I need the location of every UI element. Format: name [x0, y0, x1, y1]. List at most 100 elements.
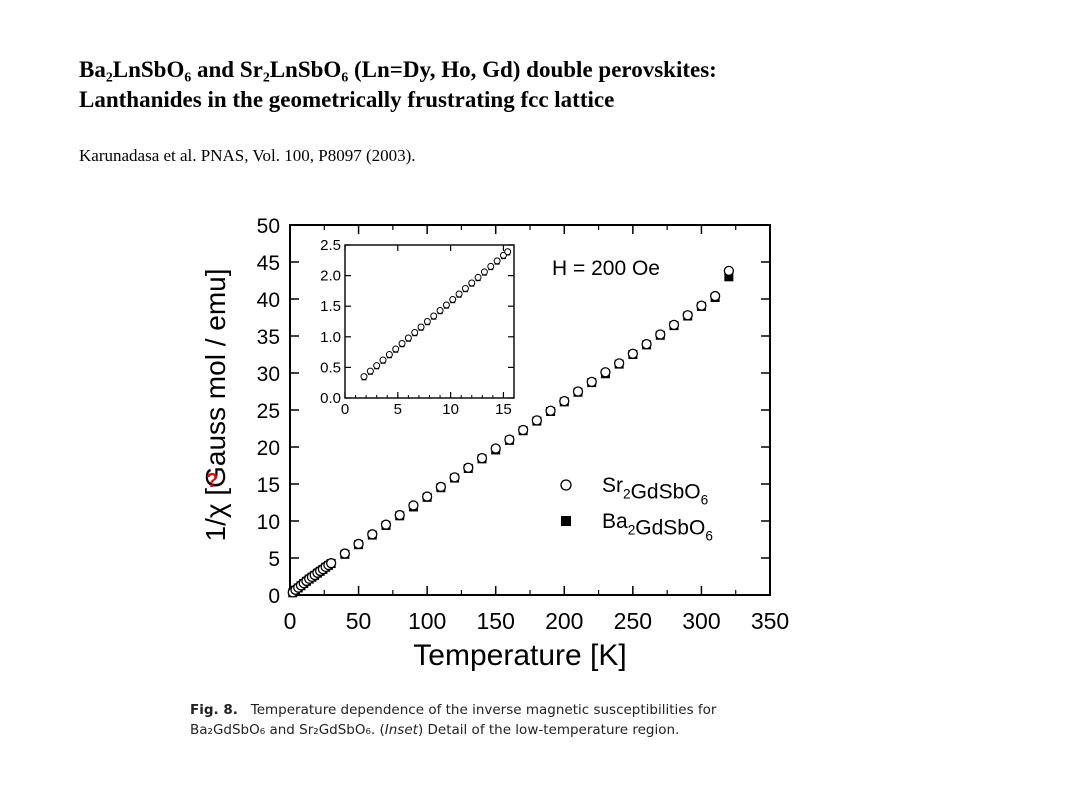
citation: Karunadasa et al. PNAS, Vol. 100, P8097 … [79, 146, 416, 165]
y-tick-label: 50 [257, 215, 280, 238]
inset-sr-data-point [487, 262, 495, 270]
inset-sr-data-point [430, 312, 438, 320]
inset-sr-data-point [379, 356, 387, 364]
inset-sr-data-point [442, 301, 450, 309]
sr-data-point [435, 481, 447, 493]
sr-data-point [696, 300, 707, 311]
inset-x-tick-label: 10 [442, 401, 459, 418]
sr-data-point [709, 290, 721, 302]
sr-data-point [394, 509, 405, 521]
legend-label-ba: Ba2GdSbO6 [602, 510, 713, 544]
y-tick-label: 0 [268, 585, 280, 608]
inset-sr-data-point [404, 334, 412, 342]
inset-y-tick-label: 2.0 [320, 268, 341, 285]
figure-caption: Fig. 8. Temperature dependence of the in… [190, 700, 830, 740]
legend-marker-ba [561, 516, 571, 526]
ba-data-point [724, 272, 734, 282]
sr-data-point [723, 265, 735, 277]
sr-data-point [545, 405, 556, 416]
y-tick-label: 10 [257, 511, 280, 534]
sr-data-point [682, 310, 693, 321]
sr-data-point [421, 491, 433, 502]
sr-data-point [559, 395, 570, 407]
inset-sr-data-point [360, 373, 368, 381]
x-tick-label: 150 [477, 608, 515, 634]
y-tick-label: 35 [257, 326, 280, 349]
inset-sr-data-point [392, 345, 400, 353]
inset-sr-data-point [504, 248, 512, 256]
inset-sr-data-point [493, 257, 501, 265]
inset-sr-data-point [449, 295, 457, 303]
x-tick-label: 0 [284, 608, 297, 634]
sr-data-point [367, 529, 378, 540]
legend-label-sr: Sr2GdSbO6 [602, 474, 708, 508]
caption-inset-rest: ) Detail of the low-temperature region. [417, 722, 680, 738]
inset-y-tick-label: 0.5 [320, 359, 341, 376]
inset-x-tick-label: 0 [341, 401, 349, 418]
sr-data-point [641, 338, 652, 350]
sr-data-point [449, 472, 460, 483]
inset-sr-data-point [411, 329, 419, 337]
caption-and: and [269, 722, 295, 738]
inset-sr-data-point [461, 284, 469, 292]
y-tick-label: 20 [257, 437, 280, 460]
sr-data-point [325, 558, 337, 569]
sr-data-point [476, 452, 488, 464]
title-line-1: Ba₂LnSbO₆ and Sr₂LnSbO₆ (Ln=Dy, Ho, Gd) … [79, 57, 717, 82]
y-axis-label: 1/χ [Gauss mol / emu] [200, 268, 231, 541]
y-tick-label: 15 [257, 474, 280, 497]
x-axis-label: Temperature [K] [413, 639, 626, 672]
inset-sr-data-point [474, 273, 482, 281]
inset-y-tick-label: 2.5 [320, 237, 341, 254]
title-line-2: Lanthanides in the geometrically frustra… [79, 87, 615, 112]
sr-data-point [353, 538, 364, 550]
inset-sr-data-point [417, 323, 425, 331]
caption-label: Fig. 8. [190, 702, 238, 718]
sr-data-point [463, 462, 474, 473]
inset-sr-data-point [385, 351, 393, 359]
x-tick-label: 300 [682, 608, 720, 634]
sr-data-point [517, 424, 529, 436]
inset-sr-data-point [468, 279, 476, 287]
x-tick-label: 100 [408, 608, 446, 634]
y-tick-label: 5 [268, 548, 280, 571]
inset-sr-data-point [423, 318, 431, 325]
sr-data-point [600, 367, 611, 378]
caption-text-1: Temperature dependence of the inverse ma… [250, 702, 717, 718]
inset-y-tick-label: 0.0 [320, 390, 341, 407]
inset-x-tick-label: 15 [495, 401, 512, 418]
caption-compound-2: Sr₂GdSbO₆. [299, 722, 376, 738]
caption-inset-open: ( [379, 722, 385, 738]
x-tick-label: 350 [751, 608, 789, 634]
sr-data-point [504, 434, 515, 445]
inset-sr-data-point [455, 290, 463, 298]
inset-y-tick-label: 1.5 [320, 298, 341, 315]
sr-data-point [490, 443, 501, 454]
sr-data-point [531, 415, 543, 426]
legend-marker-sr [560, 479, 572, 491]
sr-data-point [380, 519, 392, 530]
sr-data-point [408, 500, 419, 511]
inset-sr-data-point [398, 340, 406, 348]
y-tick-label: 30 [257, 363, 280, 386]
sr-data-point [572, 386, 584, 397]
inset-sr-data-point [373, 362, 381, 370]
x-tick-label: 250 [614, 608, 652, 634]
y-tick-label: 40 [257, 289, 280, 312]
sr-data-point [613, 358, 625, 369]
sr-data-point [586, 376, 597, 388]
inset-sr-data-point [436, 306, 444, 314]
caption-inset-word: Inset [384, 722, 418, 738]
inset-x-tick-label: 5 [394, 401, 402, 418]
sr-data-point [668, 319, 680, 331]
sr-data-point [655, 329, 666, 340]
field-annotation: H = 200 Oe [552, 257, 660, 280]
x-tick-label: 50 [346, 608, 372, 634]
question-mark-annotation: ? [206, 470, 218, 492]
inset-sr-data-point [480, 268, 488, 276]
y-tick-label: 25 [257, 400, 280, 423]
inset-sr-data-point [366, 367, 374, 375]
inset-y-tick-label: 1.0 [320, 329, 341, 346]
slide-title: Ba₂LnSbO₆ and Sr₂LnSbO₆ (Ln=Dy, Ho, Gd) … [79, 55, 1039, 115]
x-tick-label: 200 [545, 608, 583, 634]
